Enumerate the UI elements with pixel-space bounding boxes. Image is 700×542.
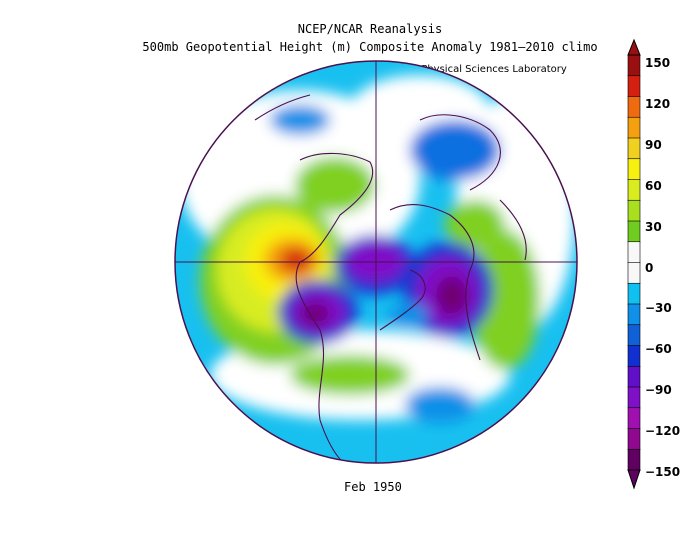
colorbar-cells	[627, 54, 641, 471]
colorbar-label: 120	[645, 96, 671, 111]
colorbar-cell	[627, 324, 641, 347]
colorbar-arrow-top	[627, 38, 641, 56]
colorbar-label: −120	[645, 424, 681, 439]
colorbar-cell	[627, 75, 641, 98]
colorbar-cell	[627, 179, 641, 202]
colorbar-cell	[627, 386, 641, 409]
colorbar-cell	[627, 428, 641, 451]
colorbar-label: 0	[645, 260, 654, 275]
colorbar-cell	[627, 199, 641, 222]
title-line-2: 500mb Geopotential Height (m) Composite …	[142, 40, 598, 54]
colorbar-label: −60	[645, 342, 672, 357]
colorbar-cell	[627, 407, 641, 430]
colorbar-cell	[627, 262, 641, 285]
colorbar-cell	[627, 116, 641, 139]
colorbar-cell	[627, 448, 641, 471]
colorbar-label: 60	[645, 178, 662, 193]
colorbar-cell	[627, 158, 641, 181]
date-caption: Feb 1950	[344, 480, 402, 494]
colorbar-cell	[627, 54, 641, 77]
colorbar-label: 150	[645, 56, 671, 70]
colorbar-label: −150	[645, 465, 681, 479]
title-line-1: NCEP/NCAR Reanalysis	[297, 22, 443, 36]
credit-label: NOAA Physical Sciences Laboratory	[389, 64, 567, 75]
colorbar-label: 30	[645, 219, 662, 234]
colorbar-cell	[627, 241, 641, 264]
colorbar-label: −90	[645, 383, 672, 398]
colorbar-cell	[627, 220, 641, 243]
colorbar-cell	[627, 96, 641, 119]
colorbar-cell	[627, 282, 641, 305]
colorbar-label: −30	[645, 301, 672, 316]
coastlines	[254, 94, 527, 463]
colorbar-cell	[627, 365, 641, 388]
colorbar-cell	[627, 137, 641, 160]
colorbar-arrow-bottom	[627, 469, 641, 490]
colorbar-cell	[627, 303, 641, 326]
colorbar-cell	[627, 345, 641, 368]
colorbar-label: 90	[645, 137, 662, 152]
map-boundary-circle	[174, 60, 578, 464]
